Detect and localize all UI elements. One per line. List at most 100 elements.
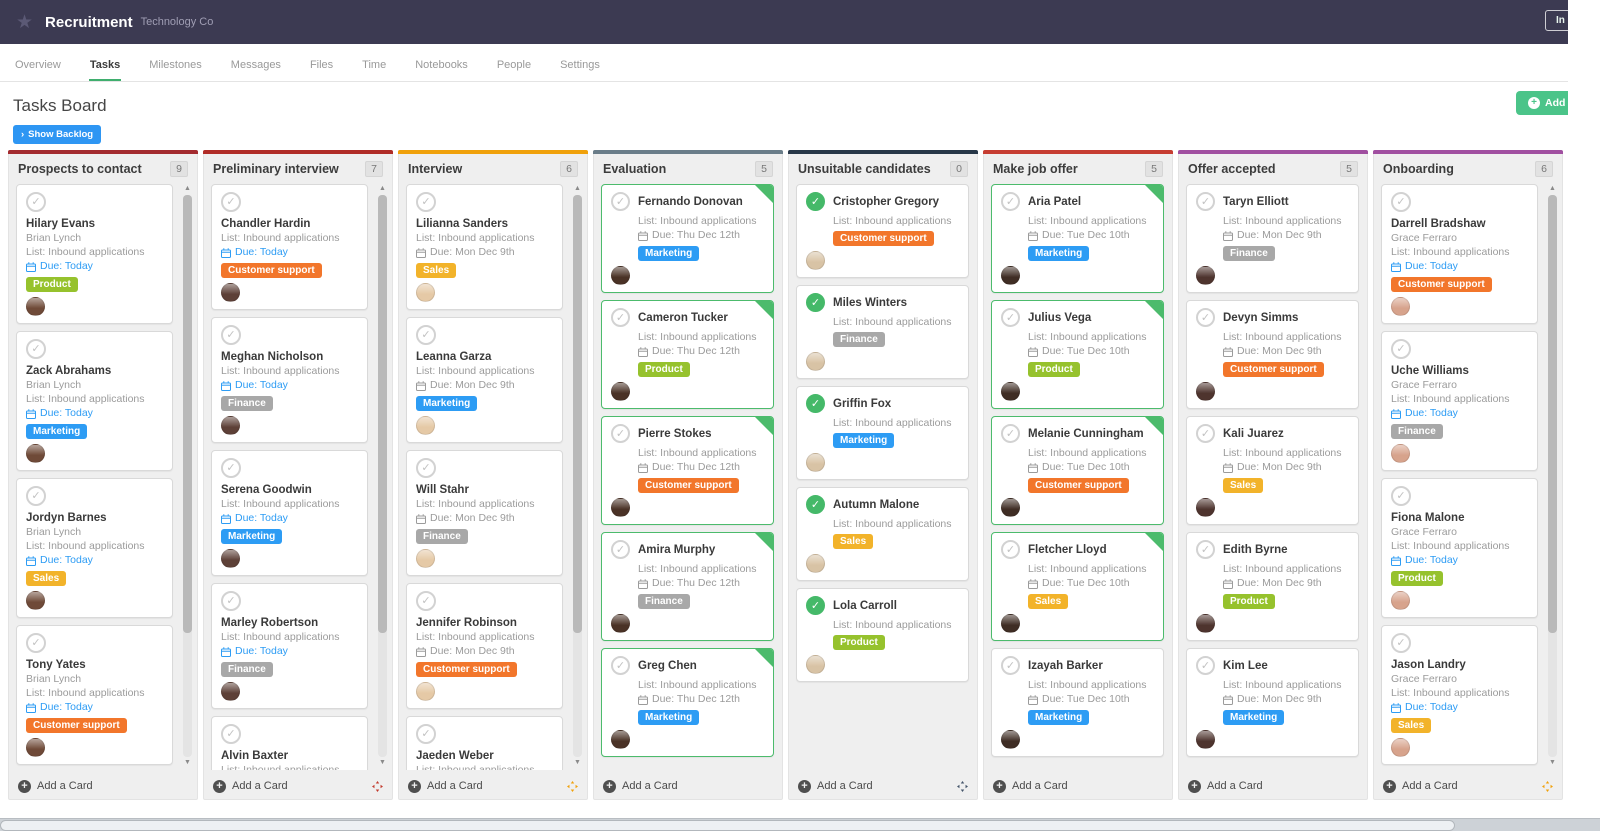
task-complete-checkbox[interactable]: ✓ — [1196, 192, 1215, 211]
task-card[interactable]: ✓ Marley Robertson List: Inbound applicati… — [211, 583, 368, 709]
task-card[interactable]: ✓ Kali Juarez List: Inbound applications Du… — [1186, 416, 1359, 525]
task-card[interactable]: ✓ Tony Yates Brian Lynch List: Inbound appl… — [16, 625, 173, 765]
card-tag[interactable]: Marketing — [416, 396, 478, 411]
invite-button[interactable]: In — [1545, 10, 1568, 31]
card-tag[interactable]: Marketing — [638, 246, 700, 261]
card-tag[interactable]: Marketing — [638, 710, 700, 725]
task-card[interactable]: ✓ Hilary Evans Brian Lynch List: Inbound ap… — [16, 184, 173, 324]
task-complete-checkbox[interactable]: ✓ — [1391, 192, 1411, 212]
card-tag[interactable]: Marketing — [26, 424, 88, 439]
card-tag[interactable]: Product — [833, 635, 885, 650]
task-card[interactable]: ✓ Julius Vega List: Inbound applications Du… — [991, 300, 1164, 409]
task-complete-checkbox[interactable]: ✓ — [416, 325, 436, 345]
card-tag[interactable]: Finance — [1223, 246, 1275, 261]
card-tag[interactable]: Finance — [416, 529, 468, 544]
task-card[interactable]: ✓ Jason Landry Grace Ferraro List: Inbound … — [1381, 625, 1538, 765]
task-complete-checkbox[interactable]: ✓ — [1001, 656, 1020, 675]
card-tag[interactable]: Customer support — [833, 231, 934, 246]
card-tag[interactable]: Finance — [833, 332, 885, 347]
task-complete-checkbox[interactable]: ✓ — [806, 596, 825, 615]
card-tag[interactable]: Customer support — [638, 478, 739, 493]
task-card[interactable]: ✓ Fletcher Lloyd List: Inbound application… — [991, 532, 1164, 641]
task-complete-checkbox[interactable]: ✓ — [26, 339, 46, 359]
task-complete-checkbox[interactable]: ✓ — [1391, 633, 1411, 653]
scrollbar-track[interactable] — [573, 195, 582, 757]
task-card[interactable]: ✓ Chandler Hardin List: Inbound applicatio… — [211, 184, 368, 310]
card-tag[interactable]: Sales — [1028, 594, 1069, 609]
tab-milestones[interactable]: Milestones — [149, 59, 202, 71]
task-complete-checkbox[interactable]: ✓ — [1196, 308, 1215, 327]
add-card-button[interactable]: + Add a Card — [798, 779, 873, 793]
tab-people[interactable]: People — [496, 59, 532, 71]
add-card-button[interactable]: + Add a Card — [1188, 779, 1263, 793]
task-card[interactable]: ✓ Will Stahr List: Inbound applications Due… — [406, 450, 563, 576]
vertical-scrollbar[interactable]: ▲ ▼ — [1547, 184, 1558, 768]
task-card[interactable]: ✓ Taryn Elliott List: Inbound applications… — [1186, 184, 1359, 293]
task-complete-checkbox[interactable]: ✓ — [26, 486, 46, 506]
card-tag[interactable]: Marketing — [833, 433, 895, 448]
task-complete-checkbox[interactable]: ✓ — [26, 633, 46, 653]
task-complete-checkbox[interactable]: ✓ — [1391, 486, 1411, 506]
vertical-scrollbar[interactable]: ▲ ▼ — [377, 184, 388, 768]
task-complete-checkbox[interactable]: ✓ — [1196, 540, 1215, 559]
card-tag[interactable]: Sales — [1223, 478, 1264, 493]
card-tag[interactable]: Marketing — [1223, 710, 1285, 725]
tab-time[interactable]: Time — [362, 59, 387, 71]
scrollbar-up-icon[interactable]: ▲ — [574, 185, 581, 192]
task-complete-checkbox[interactable]: ✓ — [221, 192, 241, 212]
horizontal-scrollbar[interactable] — [0, 818, 1600, 831]
add-card-button[interactable]: + Add a Card — [603, 779, 678, 793]
card-tag[interactable]: Customer support — [221, 263, 322, 278]
add-card-button[interactable]: + Add a Card — [1383, 779, 1458, 793]
task-card[interactable]: ✓ Aria Patel List: Inbound applications Due… — [991, 184, 1164, 293]
card-tag[interactable]: Marketing — [1028, 710, 1090, 725]
card-tag[interactable]: Product — [1028, 362, 1080, 377]
task-complete-checkbox[interactable]: ✓ — [1001, 308, 1020, 327]
task-card[interactable]: ✓ Leanna Garza List: Inbound applications D… — [406, 317, 563, 443]
card-tag[interactable]: Customer support — [1028, 478, 1129, 493]
task-complete-checkbox[interactable]: ✓ — [1001, 424, 1020, 443]
task-card[interactable]: ✓ Autumn Malone List: Inbound applications… — [796, 487, 969, 581]
scrollbar-thumb[interactable] — [573, 195, 582, 634]
task-complete-checkbox[interactable]: ✓ — [1391, 339, 1411, 359]
move-column-icon[interactable] — [567, 780, 578, 792]
task-card[interactable]: ✓ Pierre Stokes List: Inbound applications… — [601, 416, 774, 525]
task-complete-checkbox[interactable]: ✓ — [1196, 424, 1215, 443]
vertical-scrollbar[interactable]: ▲ ▼ — [572, 184, 583, 768]
scrollbar-up-icon[interactable]: ▲ — [184, 185, 191, 192]
task-card[interactable]: ✓ Uche Williams Grace Ferraro List: Inbound… — [1381, 331, 1538, 471]
card-tag[interactable]: Sales — [26, 571, 67, 586]
tab-notebooks[interactable]: Notebooks — [415, 59, 468, 71]
card-tag[interactable]: Marketing — [1028, 246, 1090, 261]
card-tag[interactable]: Finance — [221, 662, 273, 677]
task-complete-checkbox[interactable]: ✓ — [221, 458, 241, 478]
task-complete-checkbox[interactable]: ✓ — [611, 656, 630, 675]
tab-overview[interactable]: Overview — [15, 59, 61, 71]
scrollbar-thumb[interactable] — [378, 195, 387, 634]
task-complete-checkbox[interactable]: ✓ — [806, 192, 825, 211]
card-tag[interactable]: Customer support — [1223, 362, 1324, 377]
task-card[interactable]: ✓ Greg Chen List: Inbound applications Due:… — [601, 648, 774, 757]
scrollbar-down-icon[interactable]: ▼ — [379, 759, 386, 766]
task-complete-checkbox[interactable]: ✓ — [611, 192, 630, 211]
task-card[interactable]: ✓ Serena Goodwin List: Inbound application… — [211, 450, 368, 576]
task-complete-checkbox[interactable]: ✓ — [611, 424, 630, 443]
add-card-button[interactable]: + Add a Card — [408, 779, 483, 793]
add-card-button[interactable]: + Add a Card — [213, 779, 288, 793]
task-complete-checkbox[interactable]: ✓ — [221, 724, 241, 744]
task-complete-checkbox[interactable]: ✓ — [806, 293, 825, 312]
card-tag[interactable]: Product — [26, 277, 78, 292]
card-tag[interactable]: Sales — [1391, 718, 1432, 733]
task-card[interactable]: ✓ Lola Carroll List: Inbound applications P… — [796, 588, 969, 682]
add-column-button[interactable]: + Add C — [1516, 91, 1568, 115]
card-tag[interactable]: Customer support — [416, 662, 517, 677]
task-card[interactable]: ✓ Miles Winters List: Inbound applications… — [796, 285, 969, 379]
scrollbar-track[interactable] — [1548, 195, 1557, 757]
task-card[interactable]: ✓ Devyn Simms List: Inbound applications Du… — [1186, 300, 1359, 409]
task-complete-checkbox[interactable]: ✓ — [1196, 656, 1215, 675]
star-icon[interactable]: ★ — [16, 11, 34, 33]
add-card-button[interactable]: + Add a Card — [18, 779, 93, 793]
task-complete-checkbox[interactable]: ✓ — [611, 308, 630, 327]
task-complete-checkbox[interactable]: ✓ — [1001, 540, 1020, 559]
card-tag[interactable]: Product — [638, 362, 690, 377]
